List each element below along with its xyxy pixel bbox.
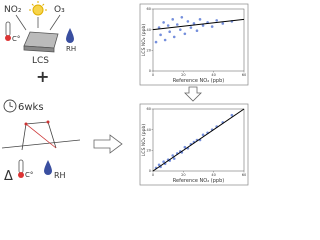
plot-area [152,108,245,172]
fit-line [152,18,245,31]
y-tick-label: 40 [147,128,151,132]
arrow-right [93,134,123,154]
y-tick-label: 60 [147,107,151,111]
sun [32,4,44,16]
chart-frame [139,103,249,186]
x-tick-label: 40 [211,73,215,77]
delta: Δ [4,169,13,184]
clock-icon [3,99,17,113]
x-tick-label: 40 [211,173,215,177]
rh-label: RH [66,45,76,53]
point [166,24,170,27]
arrow-down [184,86,202,102]
thermo-tube [5,21,11,37]
point [157,163,161,167]
point [230,113,234,117]
x-tick-label: 0 [152,173,154,177]
diagonal [25,123,57,149]
arrow [15,14,27,31]
lcs-label: LCS [32,56,49,66]
point [183,32,187,36]
arrows [15,14,61,31]
y-axis-label: LCS NO₂ (ppb) [141,124,147,156]
y-tick-label: 0 [149,169,151,173]
joint [24,122,28,126]
point [189,26,193,29]
point [163,38,167,42]
o3-label: O₃ [54,5,65,15]
thermometer-top [5,21,11,41]
point [159,33,162,37]
point [186,20,190,23]
y-axis-label: LCS NO₂ (ppb) [141,24,147,56]
clock-hands [9,102,14,108]
sensor-box [23,31,59,53]
point [210,25,214,28]
clock-face [3,99,17,113]
x-tick-label: 0 [152,73,154,77]
rh-drop [66,28,74,43]
x-tick-label: 20 [181,173,185,177]
point [162,21,165,24]
page: {"labels":{"no2":"NO₂","o3":"O₃","temp_t… [1,1,249,186]
x-axis-label: Reference NO₂ (ppb) [173,78,225,84]
chart-frame [139,3,249,86]
plot-area [152,8,245,72]
point [175,23,179,26]
rh-label: RH [54,171,66,180]
no2-label: NO₂ [4,5,22,15]
arrow [49,14,61,31]
y-tick-label: 0 [149,69,151,73]
deployment-sketch [1,120,81,151]
point [201,133,205,137]
ray [42,3,45,6]
point [201,24,205,27]
x-tick-label: 20 [181,73,185,77]
box-side [23,45,55,53]
point [162,160,165,163]
point [183,145,187,149]
plus: + [36,67,49,86]
thermo-bulb [5,35,11,41]
point [171,154,175,157]
point [172,157,176,160]
y-tick-label: 20 [147,149,151,153]
box-top [23,31,59,49]
point [215,19,218,22]
joint [46,120,50,124]
sun-icon [29,1,47,16]
point [171,18,175,21]
wire [1,139,81,149]
y-tick-label: 40 [147,28,151,32]
point [198,18,202,21]
x-axis-label: Reference NO₂ (ppb) [173,178,225,184]
y-tick-label: 60 [147,7,151,11]
thermometer-bottom [18,159,24,178]
point [154,40,158,44]
y-tick-label: 20 [147,49,151,53]
x-tick-label: 60 [242,173,246,177]
temp-label: C° [25,171,33,179]
duration-label: 6wks [18,102,44,113]
thermo-bulb [18,172,24,178]
point [180,15,184,19]
point [157,26,161,29]
x-tick-label: 60 [242,73,246,77]
point [172,35,176,39]
thermo-tube [18,159,24,174]
ray [31,3,34,6]
point [192,22,196,25]
point [179,28,182,31]
rh-drop [44,160,52,175]
point [195,29,199,32]
graphical-abstract: NO₂ O₃ C° RH LCS + 6wks Δ [1,1,249,186]
fit-line [152,108,245,172]
frame [21,121,57,151]
temp-label: C° [12,35,20,43]
point [168,30,171,34]
point [221,22,225,25]
